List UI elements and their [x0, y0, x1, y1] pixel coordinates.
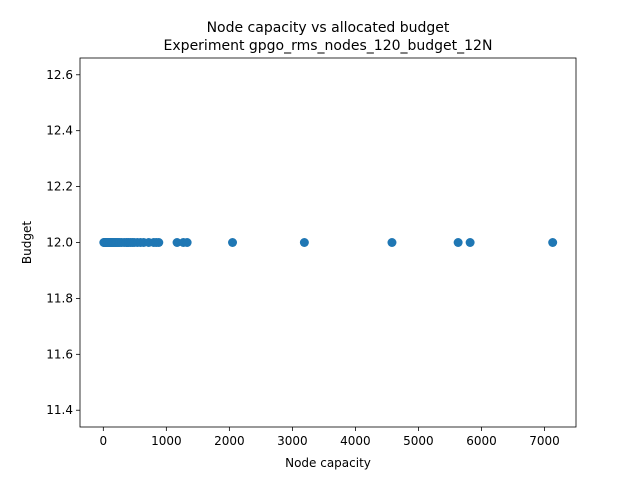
x-tick-label: 0: [99, 434, 107, 448]
data-point-43: [453, 238, 463, 247]
data-points: [99, 238, 558, 247]
data-point-39: [182, 238, 192, 247]
x-tick-label: 1000: [151, 434, 182, 448]
y-tick-label: 12.2: [46, 180, 73, 194]
y-tick-label: 11.6: [46, 347, 73, 361]
x-tick-label: 6000: [466, 434, 497, 448]
y-axis-ticks: 11.4 11.6 11.8 12.0 12.2 12.4 12.6: [46, 68, 80, 417]
y-tick-label: 12.4: [46, 124, 73, 138]
y-tick-label: 12.6: [46, 68, 73, 82]
chart-subtitle: Experiment gpgo_rms_nodes_120_budget_12N: [164, 38, 493, 54]
y-tick-label: 11.8: [46, 291, 73, 305]
data-point-42: [387, 238, 397, 247]
plot-area-frame: [79, 57, 577, 428]
y-axis-label: Budget: [20, 221, 34, 264]
data-point-45: [548, 238, 558, 247]
data-point-44: [465, 238, 475, 247]
x-tick-label: 5000: [403, 434, 434, 448]
data-point-41: [299, 238, 309, 247]
data-point-36: [154, 238, 164, 247]
y-tick-label: 12.0: [46, 236, 73, 250]
x-tick-label: 4000: [340, 434, 371, 448]
x-tick-label: 2000: [214, 434, 245, 448]
x-tick-label: 3000: [277, 434, 308, 448]
x-axis-label: Node capacity: [285, 456, 371, 470]
data-point-40: [228, 238, 238, 247]
chart-title: Node capacity vs allocated budget: [207, 20, 450, 36]
x-tick-label: 7000: [529, 434, 560, 448]
data-point-37: [172, 238, 182, 247]
x-axis-ticks: 0 1000 2000 3000 4000 5000 6000 7000: [99, 427, 560, 448]
y-tick-label: 11.4: [46, 403, 73, 417]
